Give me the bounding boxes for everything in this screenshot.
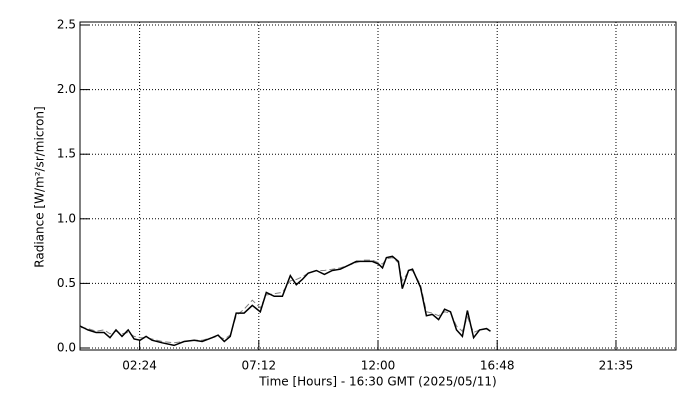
y-tick-label: 1.5 [57,147,76,161]
x-tick-label: 16:48 [480,359,515,373]
x-tick-label: 12:00 [361,359,396,373]
y-tick-label: 0.0 [57,341,76,355]
x-tick-label: 07:12 [242,359,277,373]
y-tick-label: 1.0 [57,211,76,225]
x-tick-label: 21:35 [599,359,634,373]
y-tick-label: 0.5 [57,276,76,290]
y-axis-title: Radiance [W/m²/sr/micron] [33,106,47,267]
data-line [79,255,491,347]
y-tick-label: 2.5 [57,18,76,32]
x-axis-title: Time [Hours] - 16:30 GMT (2025/05/11) [258,375,496,389]
x-tick-label: 02:24 [122,359,157,373]
y-tick-label: 2.0 [57,82,76,96]
plot-frame [79,21,677,351]
